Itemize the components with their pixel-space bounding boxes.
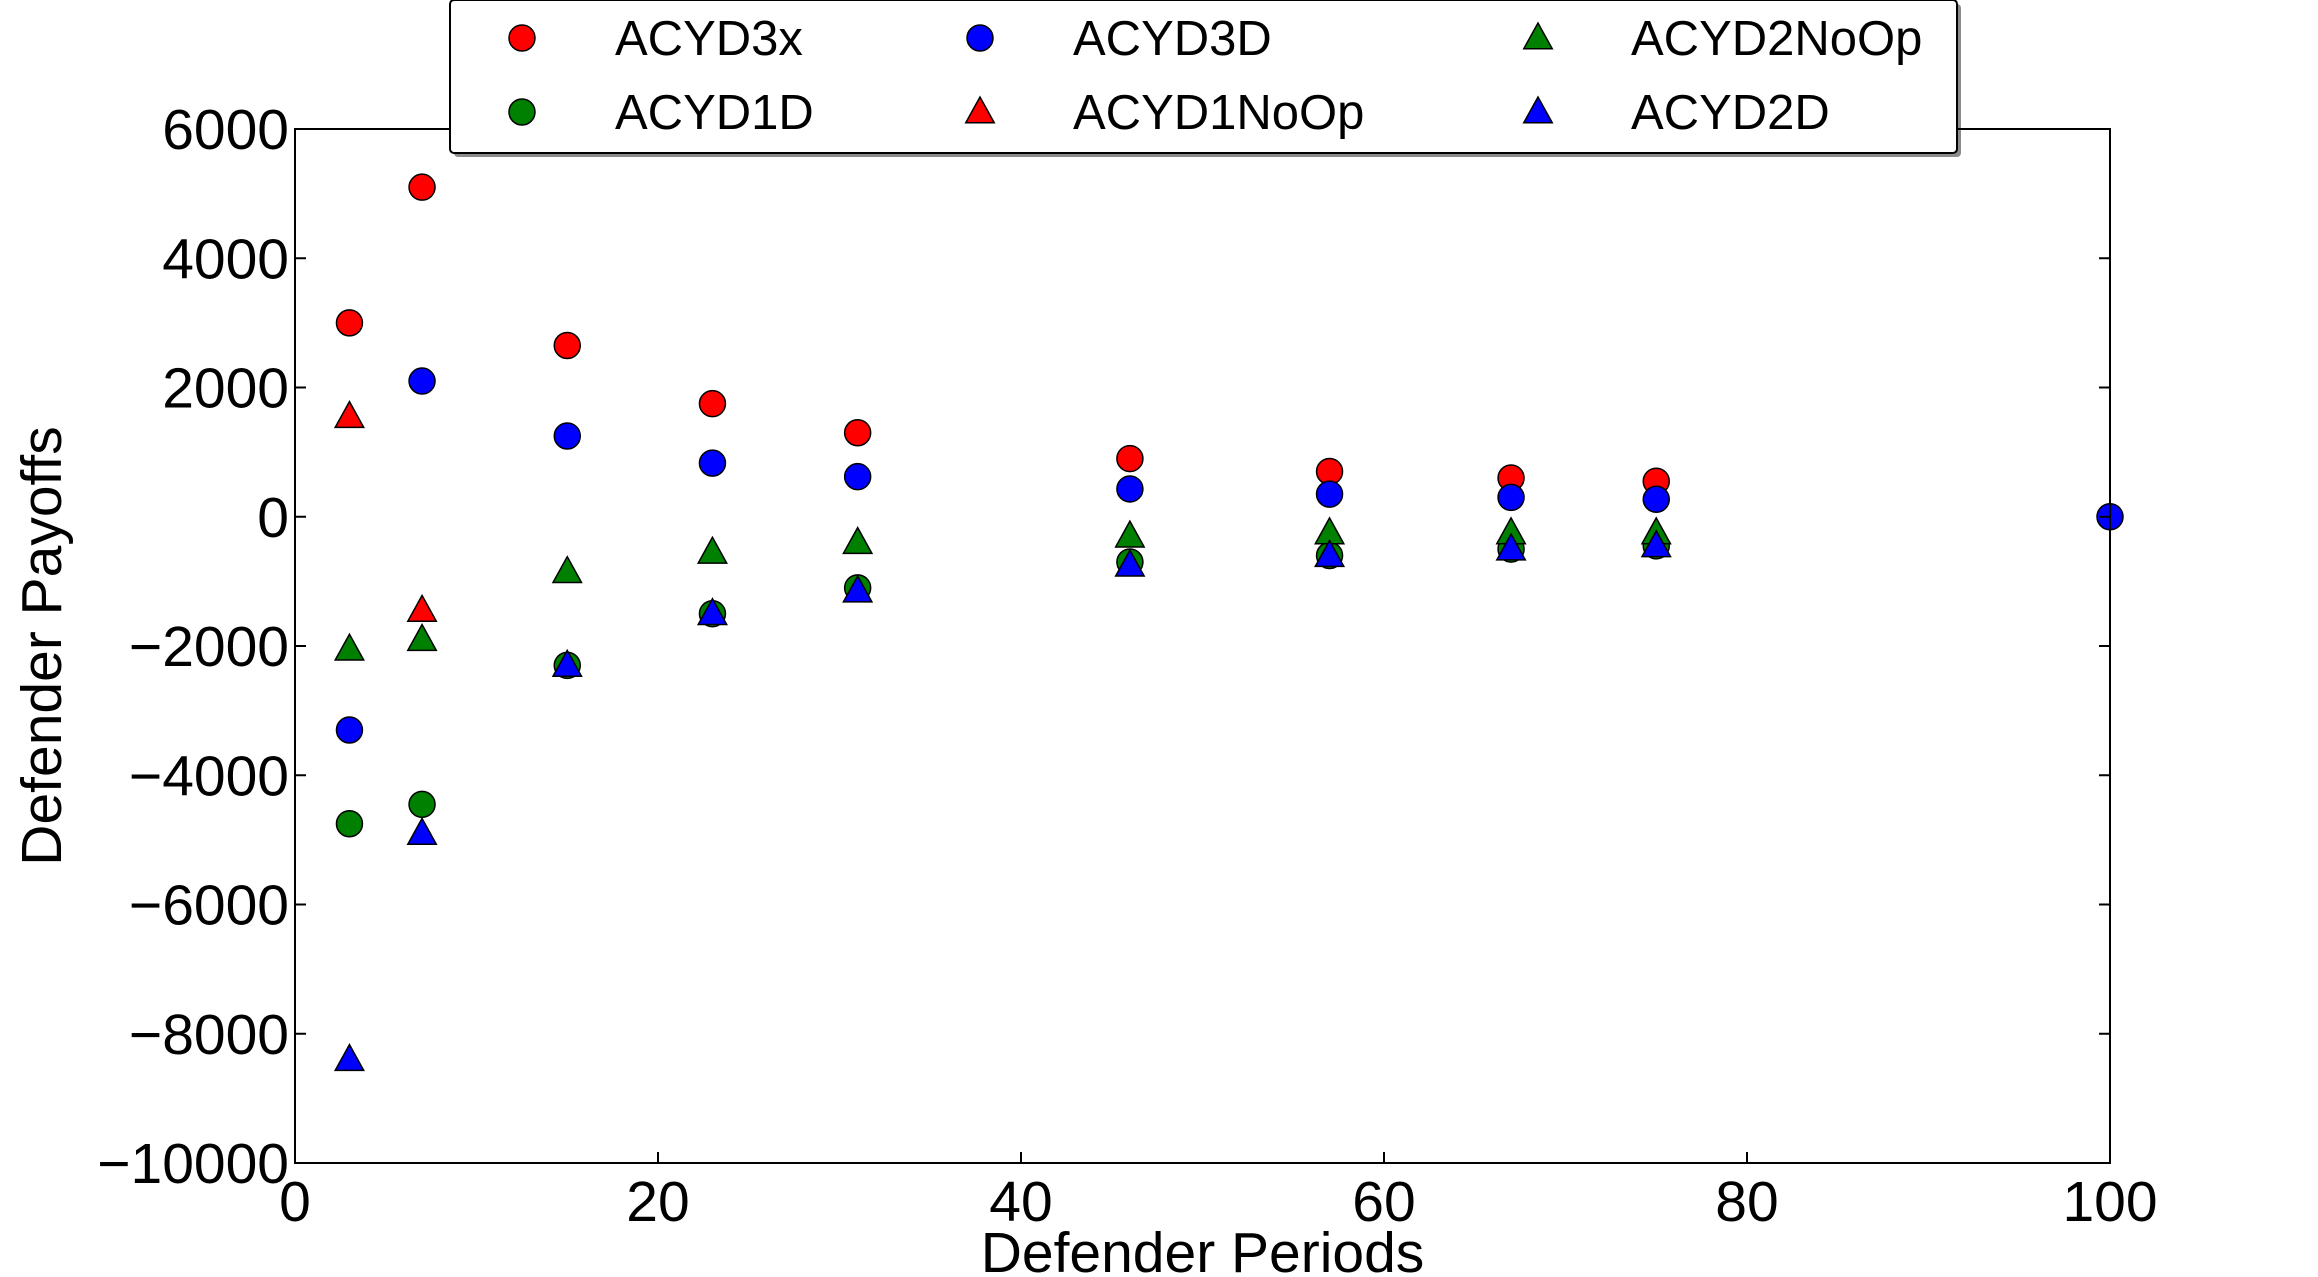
x-tick-label: 40 bbox=[989, 1170, 1052, 1234]
data-point-acyd3d bbox=[1497, 483, 1525, 512]
legend-label-acyd1noop: ACYD1NoOp bbox=[1073, 86, 1364, 140]
data-point-acyd3d bbox=[843, 462, 872, 491]
y-tick-label: −4000 bbox=[129, 744, 289, 808]
legend: ACYD3x ACYD3D ACYD2NoOp ACYD1D ACYD1NoOp ACYD… bbox=[449, 0, 1961, 157]
data-point-acyd3x bbox=[553, 331, 581, 360]
x-tick-label: 100 bbox=[2062, 1170, 2157, 1234]
data-points bbox=[333, 173, 2124, 1072]
legend-marker-acyd3x bbox=[508, 24, 536, 52]
legend-marker-acyd2d bbox=[1522, 95, 1554, 124]
legend-marker-acyd2noop bbox=[1522, 21, 1554, 50]
y-tick-label: −2000 bbox=[129, 615, 289, 679]
legend-marker-acyd1d bbox=[508, 98, 536, 126]
data-point-acyd1noop bbox=[333, 400, 365, 429]
data-point-acyd1d bbox=[408, 790, 436, 819]
series-acyd2noop bbox=[333, 516, 1672, 661]
y-tick-label: −8000 bbox=[129, 1003, 289, 1067]
data-point-acyd2d bbox=[406, 816, 438, 845]
data-point-acyd2noop bbox=[551, 555, 583, 584]
legend-item-acyd2d: ACYD2D bbox=[1522, 86, 1830, 140]
y-tick-label: −10000 bbox=[97, 1132, 289, 1196]
series-acyd2d bbox=[333, 529, 1672, 1072]
y-tick-label: 6000 bbox=[162, 98, 289, 162]
data-point-acyd3d bbox=[553, 422, 581, 450]
series-acyd3x bbox=[335, 173, 1670, 495]
data-point-acyd3d bbox=[698, 449, 727, 477]
data-point-acyd1d bbox=[335, 809, 364, 838]
y-tick-label: −6000 bbox=[129, 874, 289, 938]
data-point-acyd3x bbox=[698, 389, 727, 418]
data-point-acyd3d bbox=[1315, 480, 1344, 508]
x-tick-label: 20 bbox=[626, 1170, 689, 1234]
legend-marker-acyd1noop bbox=[964, 95, 996, 124]
data-point-acyd3x bbox=[1116, 444, 1144, 473]
legend-item-acyd1d: ACYD1D bbox=[508, 86, 814, 140]
data-point-acyd2noop bbox=[333, 632, 365, 661]
legend-label-acyd1d: ACYD1D bbox=[615, 86, 814, 140]
x-axis-title: Defender Periods bbox=[981, 1221, 1425, 1277]
legend-marker-acyd3d bbox=[966, 24, 994, 52]
legend-item-acyd3d: ACYD3D bbox=[966, 12, 1272, 66]
data-point-acyd3d bbox=[408, 367, 436, 395]
data-point-acyd2d bbox=[1495, 532, 1527, 561]
legend-label-acyd3x: ACYD3x bbox=[615, 12, 803, 66]
legend-label-acyd3d: ACYD3D bbox=[1073, 12, 1272, 66]
data-point-acyd2d bbox=[1640, 529, 1672, 558]
data-point-acyd3x bbox=[843, 418, 872, 447]
data-point-acyd3d bbox=[1642, 485, 1670, 514]
data-point-acyd2d bbox=[1114, 548, 1146, 577]
data-point-acyd1noop bbox=[406, 593, 438, 623]
legend-item-acyd3x: ACYD3x bbox=[508, 12, 803, 66]
data-point-acyd2noop bbox=[406, 622, 438, 652]
x-tick-label: 80 bbox=[1715, 1170, 1778, 1234]
x-tick-label: 0 bbox=[279, 1170, 311, 1234]
data-point-acyd2d bbox=[551, 648, 583, 677]
data-point-acyd2d bbox=[696, 597, 728, 626]
data-point-acyd3d bbox=[1116, 475, 1144, 503]
data-point-acyd3x bbox=[335, 309, 364, 337]
legend-label-acyd2d: ACYD2D bbox=[1631, 86, 1830, 140]
legend-item-acyd1noop: ACYD1NoOp bbox=[964, 86, 1364, 140]
data-point-acyd2noop bbox=[842, 526, 874, 555]
y-tick-label: 0 bbox=[257, 486, 289, 550]
x-tick-label: 60 bbox=[1352, 1170, 1415, 1234]
y-axis-title: Defender Payoffs bbox=[10, 426, 74, 865]
data-point-acyd3x bbox=[408, 173, 436, 201]
data-point-acyd2d bbox=[1314, 538, 1346, 568]
axis-tick-labels: 0 20 40 60 80 100 6000 4000 2000 0 −2000 −4000 −6000… bbox=[97, 98, 2157, 1234]
data-point-acyd2noop bbox=[1114, 519, 1146, 548]
data-point-acyd2noop bbox=[696, 535, 728, 564]
data-point-acyd3d bbox=[335, 716, 364, 744]
legend-label-acyd2noop: ACYD2NoOp bbox=[1631, 12, 1922, 66]
data-point-acyd2d bbox=[842, 574, 874, 603]
y-tick-label: 2000 bbox=[162, 357, 289, 421]
data-point-acyd2d bbox=[333, 1043, 365, 1072]
series-acyd1noop bbox=[333, 400, 438, 623]
legend-box bbox=[449, 0, 1958, 154]
legend-item-acyd2noop: ACYD2NoOp bbox=[1522, 12, 1922, 66]
y-tick-label: 4000 bbox=[162, 227, 289, 291]
